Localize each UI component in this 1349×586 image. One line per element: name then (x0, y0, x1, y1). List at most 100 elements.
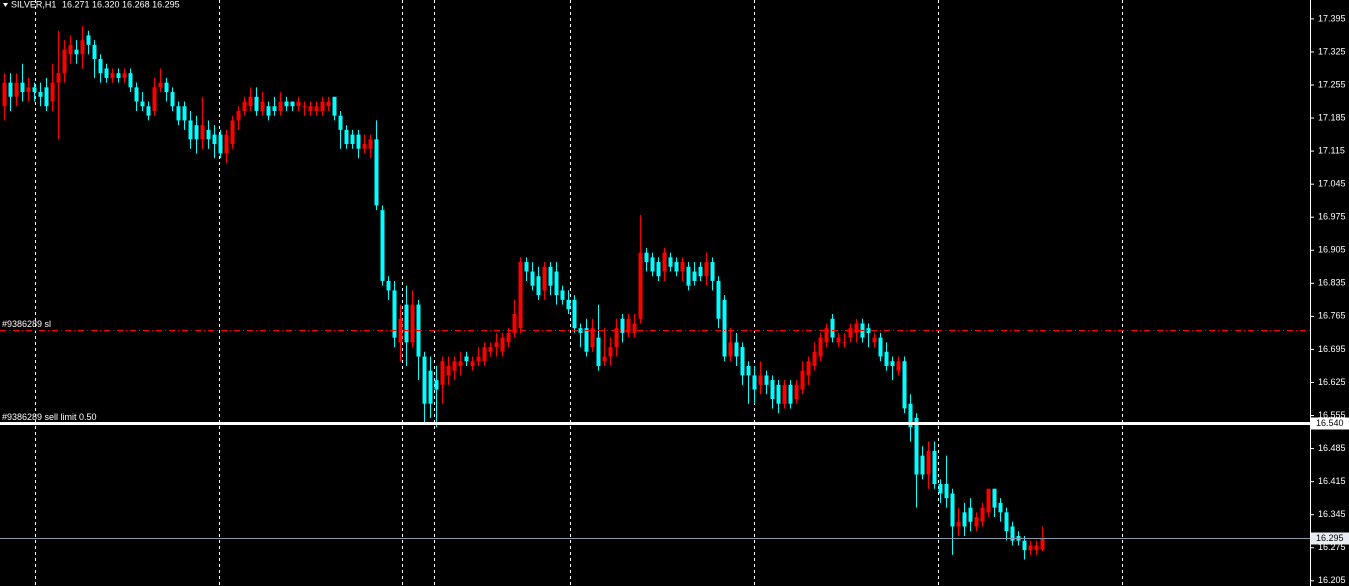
candle-body (152, 87, 157, 111)
candle-body (494, 342, 499, 348)
candle-body (386, 280, 391, 291)
candle-body (596, 337, 601, 366)
candle-body (734, 342, 739, 357)
candle-body (206, 129, 211, 140)
candle-body (638, 252, 643, 319)
candle-body (590, 328, 595, 348)
candle-body (506, 332, 511, 343)
candle-body (698, 266, 703, 277)
candle-body (482, 347, 487, 362)
candle-body (974, 517, 979, 527)
candle-body (728, 342, 733, 357)
candle-body (200, 125, 205, 140)
candle-body (770, 380, 775, 400)
candle-body (344, 129, 349, 145)
candle-body (290, 101, 295, 107)
candle-body (524, 262, 529, 272)
candle-body (518, 262, 523, 329)
y-tick-label: 16.415 (1318, 476, 1346, 486)
candle-body (824, 328, 829, 343)
candle-body (878, 337, 883, 357)
candle-body (104, 68, 109, 78)
candle-body (458, 361, 463, 366)
candle-body (140, 101, 145, 107)
candle-body (50, 82, 55, 102)
candle-body (440, 361, 445, 385)
candle-body (476, 356, 481, 362)
candle-body (158, 82, 163, 88)
candle-body (86, 35, 91, 45)
candle-body (710, 262, 715, 281)
y-tick-label: 17.115 (1318, 145, 1345, 155)
candle-body (716, 280, 721, 319)
candle-body (176, 106, 181, 121)
candle-body (944, 484, 949, 499)
candle-body (800, 370, 805, 390)
y-tick-label: 16.205 (1318, 575, 1346, 585)
candle-body (674, 262, 679, 272)
candle-body (926, 450, 931, 475)
level-name: #9386289 sell limit 0.50 (2, 412, 97, 422)
candle-body (92, 44, 97, 60)
candle-body (650, 257, 655, 272)
candle-body (1028, 545, 1033, 551)
level-label: 16.295 (1316, 533, 1344, 543)
candle-body (560, 290, 565, 300)
candle-body (212, 134, 217, 145)
candle-body (608, 347, 613, 357)
candle-body (446, 365, 451, 376)
candle-body (578, 328, 583, 333)
candle-body (308, 106, 313, 111)
candle-body (932, 450, 937, 485)
candle-body (866, 328, 871, 333)
candle-body (146, 106, 151, 116)
candle-body (434, 380, 439, 390)
candle-body (842, 342, 847, 344)
candle-body (398, 318, 403, 343)
candle-body (374, 139, 379, 206)
candle-body (962, 512, 967, 527)
candle-body (362, 144, 367, 149)
candle-body (404, 304, 409, 343)
y-tick-label: 16.275 (1318, 542, 1346, 552)
candle-body (740, 347, 745, 376)
candle-body (296, 101, 301, 107)
candle-body (380, 210, 385, 281)
candle-body (410, 304, 415, 343)
candle-body (614, 328, 619, 348)
candle-body (278, 101, 283, 111)
candle-body (236, 110, 241, 121)
candle-body (758, 375, 763, 385)
candle-body (788, 384, 793, 404)
candle-body (632, 323, 637, 333)
candle-body (980, 507, 985, 522)
candle-body (242, 101, 247, 111)
candle-body (230, 120, 235, 145)
candle-body (704, 262, 709, 277)
candle-body (968, 507, 973, 522)
candle-body (14, 82, 19, 97)
y-tick-label: 17.395 (1318, 13, 1346, 23)
candle-body (224, 134, 229, 154)
candle-body (314, 106, 319, 111)
candle-body (368, 139, 373, 149)
candle-body (554, 271, 559, 296)
candle-body (116, 73, 121, 78)
y-tick-label: 16.765 (1318, 311, 1346, 321)
candle-body (722, 299, 727, 357)
candle-body (332, 96, 337, 116)
level-name: #9386289 sl (2, 319, 51, 329)
candle-body (530, 271, 535, 286)
candle-body (836, 337, 841, 343)
candle-body (686, 266, 691, 286)
candle-body (326, 101, 331, 107)
candle-body (998, 502, 1003, 513)
candle-body (548, 266, 553, 286)
y-tick-label: 16.695 (1318, 344, 1346, 354)
candle-body (986, 488, 991, 513)
y-tick-label: 16.345 (1318, 509, 1346, 519)
candle-body (896, 361, 901, 371)
candle-body (194, 125, 199, 140)
